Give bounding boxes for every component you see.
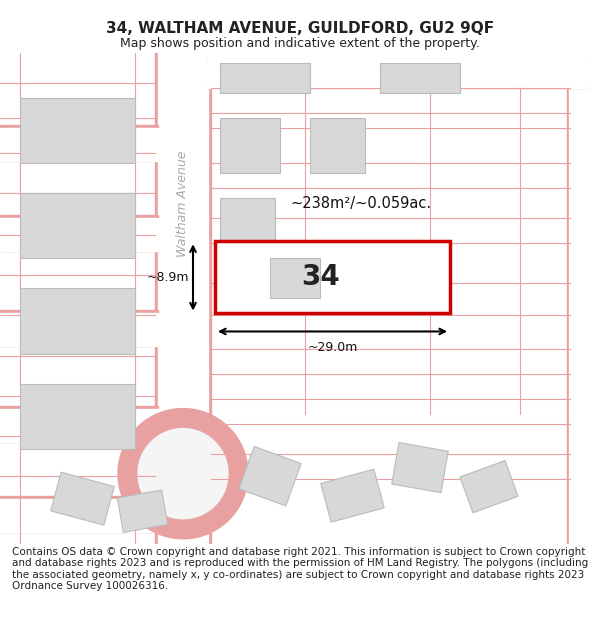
Bar (270, 258, 320, 298)
Text: Waltham Avenue: Waltham Avenue (176, 150, 190, 257)
Bar (569, 53, 600, 544)
Bar (0, 216, 158, 218)
Bar (118, 490, 167, 532)
Bar (220, 63, 310, 93)
Bar (321, 469, 384, 522)
Bar (155, 53, 158, 544)
Bar (0, 529, 158, 532)
Text: 34: 34 (301, 263, 340, 291)
Bar (208, 85, 588, 88)
Bar (0, 406, 158, 409)
Text: ~29.0m: ~29.0m (307, 341, 358, 354)
Bar (220, 118, 280, 173)
Bar (0, 439, 158, 442)
Bar (0, 248, 158, 251)
Bar (20, 98, 135, 163)
Text: ~8.9m: ~8.9m (146, 271, 189, 284)
Bar (0, 125, 158, 128)
Polygon shape (138, 429, 228, 519)
Bar (460, 461, 518, 512)
Bar (0, 314, 158, 346)
Bar (208, 53, 588, 88)
Text: 34, WALTHAM AVENUE, GUILDFORD, GU2 9QF: 34, WALTHAM AVENUE, GUILDFORD, GU2 9QF (106, 21, 494, 36)
Bar (0, 128, 158, 161)
Bar (380, 63, 460, 93)
Bar (20, 193, 135, 258)
Bar (20, 384, 135, 449)
Bar (0, 158, 158, 161)
Bar (208, 53, 211, 544)
Bar (392, 442, 448, 493)
Bar (239, 446, 301, 506)
Bar (0, 409, 158, 442)
Bar (158, 53, 208, 544)
Bar (51, 472, 114, 525)
Bar (0, 218, 158, 251)
Polygon shape (118, 409, 248, 539)
Bar (20, 288, 135, 354)
Text: ~238m²/~0.059ac.: ~238m²/~0.059ac. (290, 196, 431, 211)
Bar (0, 499, 158, 532)
Bar (215, 241, 450, 314)
Bar (0, 344, 158, 346)
Bar (220, 198, 275, 253)
Bar (0, 496, 158, 499)
Bar (208, 58, 588, 61)
Text: Map shows position and indicative extent of the property.: Map shows position and indicative extent… (120, 38, 480, 50)
Text: Contains OS data © Crown copyright and database right 2021. This information is : Contains OS data © Crown copyright and d… (12, 547, 588, 591)
Bar (310, 118, 365, 173)
Bar (0, 311, 158, 314)
Bar (567, 53, 569, 544)
